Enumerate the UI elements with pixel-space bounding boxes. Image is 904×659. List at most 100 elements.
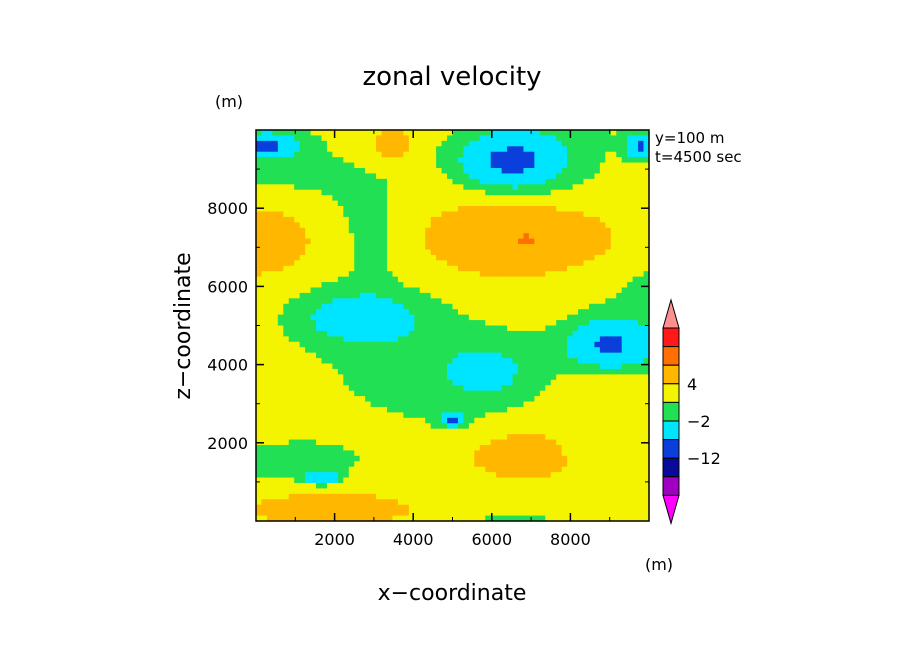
contour-cell	[326, 140, 334, 147]
contour-cell	[414, 358, 421, 365]
contour-cell	[436, 493, 443, 500]
contour-cell	[463, 439, 470, 446]
contour-cell	[354, 320, 361, 327]
contour-cell	[501, 510, 508, 517]
contour-cell	[332, 276, 339, 283]
contour-cell	[523, 135, 530, 142]
contour-cell	[588, 276, 596, 283]
contour-cell	[572, 146, 579, 153]
contour-cell	[474, 303, 481, 310]
contour-cell	[316, 146, 323, 153]
contour-cell	[605, 368, 612, 375]
contour-cell	[310, 439, 317, 446]
contour-cell	[343, 211, 350, 218]
contour-cell	[528, 287, 535, 294]
contour-cell	[387, 292, 394, 299]
contour-cell	[397, 189, 404, 196]
contour-cell	[381, 265, 388, 272]
contour-cell	[545, 347, 552, 354]
contour-cell	[463, 379, 470, 386]
contour-cell	[376, 276, 383, 283]
contour-cell	[365, 260, 372, 267]
contour-cell	[556, 455, 563, 462]
contour-cell	[332, 287, 339, 294]
contour-cell	[468, 184, 475, 191]
contour-cell	[370, 211, 377, 218]
contour-cell	[583, 499, 590, 506]
contour-cell	[337, 298, 344, 305]
contour-cell	[512, 444, 519, 452]
contour-cell	[567, 417, 574, 424]
contour-cell	[370, 439, 377, 446]
contour-cell	[474, 396, 481, 403]
contour-cell	[485, 336, 492, 343]
contour-cell	[397, 146, 404, 153]
contour-cell	[283, 206, 290, 213]
contour-cell	[616, 504, 623, 511]
contour-cell	[588, 130, 596, 137]
contour-cell	[534, 244, 541, 251]
contour-cell	[621, 238, 628, 245]
contour-cell	[621, 482, 628, 490]
contour-cell	[605, 162, 612, 169]
contour-cell	[501, 396, 508, 403]
contour-cell	[419, 472, 426, 479]
contour-cell	[447, 358, 454, 365]
contour-cell	[447, 450, 454, 457]
contour-cell	[496, 309, 503, 316]
contour-cell	[266, 423, 273, 430]
contour-cell	[436, 146, 443, 153]
contour-cell	[501, 238, 508, 245]
contour-cell	[561, 417, 568, 424]
contour-cell	[485, 412, 492, 419]
contour-cell	[414, 390, 421, 397]
contour-cell	[316, 178, 323, 185]
contour-cell	[332, 309, 339, 316]
contour-cell	[452, 363, 459, 370]
contour-cell	[414, 385, 421, 392]
contour-cell	[337, 211, 344, 218]
contour-cell	[414, 482, 421, 490]
contour-cell	[594, 271, 601, 278]
contour-cell	[316, 216, 323, 223]
contour-cell	[632, 222, 639, 229]
contour-cell	[479, 336, 486, 343]
contour-cell	[408, 292, 415, 299]
contour-cell	[397, 254, 404, 261]
contour-cell	[578, 276, 585, 283]
contour-cell	[294, 406, 301, 413]
contour-cell	[523, 216, 530, 223]
contour-cell	[452, 320, 459, 327]
contour-cell	[365, 455, 372, 462]
contour-cell	[572, 482, 579, 490]
contour-cell	[381, 151, 388, 158]
contour-cell	[387, 396, 394, 403]
contour-cell	[348, 341, 355, 348]
contour-cell	[545, 168, 552, 175]
contour-cell	[277, 254, 284, 261]
contour-cell	[457, 428, 465, 435]
contour-cell	[490, 314, 497, 321]
contour-cell	[397, 216, 404, 223]
contour-cell	[392, 151, 399, 158]
contour-cell	[605, 233, 612, 240]
contour-cell	[610, 216, 617, 223]
contour-cell	[392, 260, 399, 267]
contour-cell	[463, 265, 470, 272]
contour-cell	[408, 368, 415, 375]
contour-cell	[463, 254, 470, 261]
contour-cell	[605, 510, 612, 517]
contour-cell	[512, 325, 519, 332]
contour-cell	[266, 227, 273, 234]
contour-cell	[561, 396, 568, 403]
contour-cell	[414, 363, 421, 370]
contour-cell	[556, 396, 563, 403]
contour-cell	[441, 461, 448, 468]
contour-cell	[397, 162, 404, 169]
contour-cell	[387, 423, 394, 430]
contour-cell	[419, 282, 426, 289]
contour-cell	[348, 287, 355, 294]
contour-cell	[452, 358, 459, 365]
contour-cell	[479, 482, 486, 490]
contour-cell	[326, 249, 334, 256]
